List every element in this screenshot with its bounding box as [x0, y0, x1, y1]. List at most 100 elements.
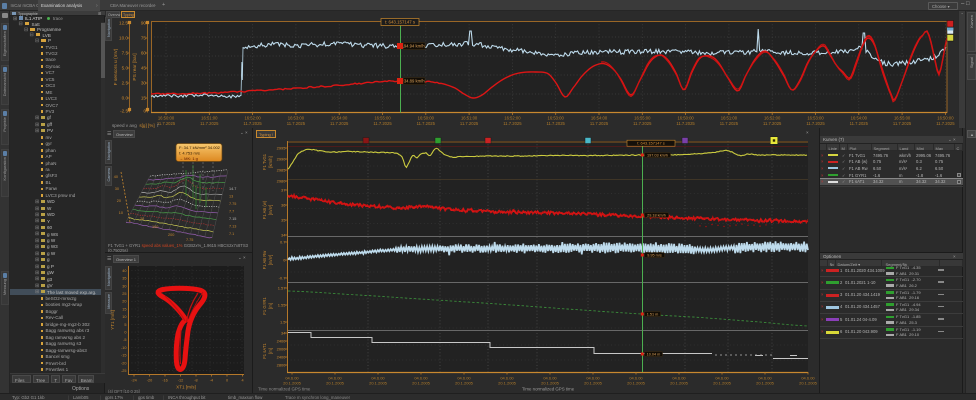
svg-text:197.03 km/h: 197.03 km/h [647, 153, 668, 157]
svg-text:-25: -25 [121, 369, 127, 373]
svg-text:2400: 2400 [277, 338, 287, 343]
svg-text:7.75: 7.75 [229, 202, 236, 206]
svg-text:16:50:00: 16:50:00 [418, 116, 435, 121]
svg-text:11.7.2025: 11.7.2025 [763, 121, 782, 126]
svg-text:16:55:00: 16:55:00 [894, 116, 911, 121]
svg-text:04.6.00: 04.6.00 [371, 376, 385, 381]
svg-text:7.1: 7.1 [229, 232, 234, 236]
svg-text:F1 GYR1: F1 GYR1 [262, 297, 267, 315]
svg-text:20.1.2005: 20.1.2005 [627, 381, 646, 386]
svg-text:0: 0 [124, 331, 126, 335]
svg-text:Time normalized GPS time: Time normalized GPS time [522, 387, 575, 392]
svg-text:2990: 2990 [277, 156, 287, 161]
svg-text:20.1.2005: 20.1.2005 [756, 381, 775, 386]
svg-text:20.1.2005: 20.1.2005 [498, 381, 517, 386]
svg-text:-8: -8 [194, 379, 197, 383]
svg-text:20.1.2005: 20.1.2005 [326, 381, 345, 386]
svg-text:XT1 [m/s]: XT1 [m/s] [176, 385, 196, 390]
svg-text:16:54:00: 16:54:00 [851, 116, 868, 121]
svg-text:1.51 m: 1.51 m [647, 312, 659, 316]
svg-text:16:52:00: 16:52:00 [764, 116, 781, 121]
svg-text:t: 643.157147 s: t: 643.157147 s [637, 141, 665, 146]
svg-text:16:55:00: 16:55:00 [374, 116, 391, 121]
svg-text:11.7.2025: 11.7.2025 [503, 121, 522, 126]
svg-text:37: 37 [281, 187, 286, 192]
svg-text:11.7.2025: 11.7.2025 [936, 121, 955, 126]
svg-text:YT1 [m/s]: YT1 [m/s] [110, 310, 115, 330]
svg-text:16:54:00: 16:54:00 [591, 116, 608, 121]
svg-text:→ MK: 1 g: → MK: 1 g [179, 156, 198, 161]
svg-text:16:54:00: 16:54:00 [331, 116, 348, 121]
svg-text:16:50:00: 16:50:00 [158, 116, 175, 121]
svg-text:11.7.2025: 11.7.2025 [200, 121, 219, 126]
svg-text:11.7.2025: 11.7.2025 [547, 121, 566, 126]
svg-text:04.6.00: 04.6.00 [328, 376, 342, 381]
svg-text:-0.7: -0.7 [279, 275, 287, 280]
svg-text:14.7: 14.7 [229, 187, 236, 191]
svg-text:11.7.2025: 11.7.2025 [676, 121, 695, 126]
svg-text:11.7.2025: 11.7.2025 [633, 121, 652, 126]
svg-text:[m]: [m] [268, 348, 273, 354]
svg-text:20.1.2005: 20.1.2005 [670, 381, 689, 386]
svg-text:16:50:00: 16:50:00 [937, 116, 954, 121]
svg-text:20.1.2005: 20.1.2005 [799, 381, 818, 386]
svg-text:04.6.00: 04.6.00 [543, 376, 557, 381]
svg-text:30: 30 [141, 81, 147, 86]
svg-text:29.18 km/h: 29.18 km/h [647, 213, 666, 217]
svg-text:20: 20 [140, 217, 144, 221]
svg-text:11.7.2025: 11.7.2025 [157, 121, 176, 126]
svg-text:04.6.00: 04.6.00 [285, 376, 299, 381]
svg-text:20.1.2005: 20.1.2005 [584, 381, 603, 386]
svg-text:5.0: 5.0 [122, 66, 129, 71]
svg-text:60: 60 [141, 51, 147, 56]
svg-text:2400: 2400 [277, 354, 287, 359]
svg-text:0.0: 0.0 [122, 96, 129, 101]
svg-text:[km/h]: [km/h] [268, 156, 273, 167]
svg-text:7.7: 7.7 [229, 210, 234, 214]
svg-text:35: 35 [122, 277, 126, 281]
svg-text:16:52:00: 16:52:00 [244, 116, 261, 121]
svg-text:PS rear [bar]: PS rear [bar] [132, 53, 138, 80]
svg-text:-20: -20 [147, 379, 153, 383]
svg-text:20.1.2005: 20.1.2005 [541, 381, 560, 386]
svg-text:11.7.2025: 11.7.2025 [590, 121, 609, 126]
svg-text:F sensors u (mV): F sensors u (mV) [113, 48, 119, 85]
svg-text:11.7.2025: 11.7.2025 [417, 121, 436, 126]
svg-text:200: 200 [168, 233, 174, 237]
svg-text:25: 25 [122, 292, 126, 296]
svg-text:1.55: 1.55 [278, 302, 287, 307]
svg-text:30: 30 [115, 187, 119, 191]
svg-text:04.6.00: 04.6.00 [672, 376, 686, 381]
svg-text:20.1.2005: 20.1.2005 [369, 381, 388, 386]
svg-text:0: 0 [226, 379, 228, 383]
svg-text:-16: -16 [162, 379, 168, 383]
svg-text:-12: -12 [178, 379, 184, 383]
svg-text:-20: -20 [121, 361, 127, 365]
svg-text:-4: -4 [210, 379, 213, 383]
svg-text:11.7.2025: 11.7.2025 [806, 121, 825, 126]
svg-text:7.75: 7.75 [186, 238, 193, 242]
svg-text:40: 40 [114, 175, 118, 179]
svg-text:t: 4.753 m/s: t: 4.753 m/s [179, 151, 200, 156]
svg-text:-10: -10 [121, 346, 127, 350]
svg-text:20: 20 [122, 300, 126, 304]
svg-text:2995: 2995 [277, 145, 287, 150]
svg-text:20.1.2005: 20.1.2005 [412, 381, 431, 386]
svg-text:35: 35 [281, 217, 286, 222]
svg-text:20.1.2005: 20.1.2005 [455, 381, 474, 386]
svg-text:04.6.00: 04.6.00 [500, 376, 514, 381]
svg-text:16:51:00: 16:51:00 [721, 116, 738, 121]
svg-text:04.6.00: 04.6.00 [801, 376, 815, 381]
svg-text:2980: 2980 [277, 178, 287, 183]
svg-text:11.7.2025: 11.7.2025 [893, 121, 912, 126]
svg-text:F1 AB (w): F1 AB (w) [262, 200, 267, 219]
svg-text:20.1.2005: 20.1.2005 [713, 381, 732, 386]
svg-text:15: 15 [141, 96, 147, 101]
svg-text:90: 90 [141, 21, 147, 26]
svg-text:04.6.00: 04.6.00 [715, 376, 729, 381]
svg-text:-24: -24 [131, 379, 137, 383]
svg-text:34.89 km/h: 34.89 km/h [404, 79, 425, 84]
svg-text:30: 30 [122, 284, 126, 288]
svg-text:0: 0 [143, 109, 146, 114]
svg-text:34: 34 [281, 330, 286, 335]
